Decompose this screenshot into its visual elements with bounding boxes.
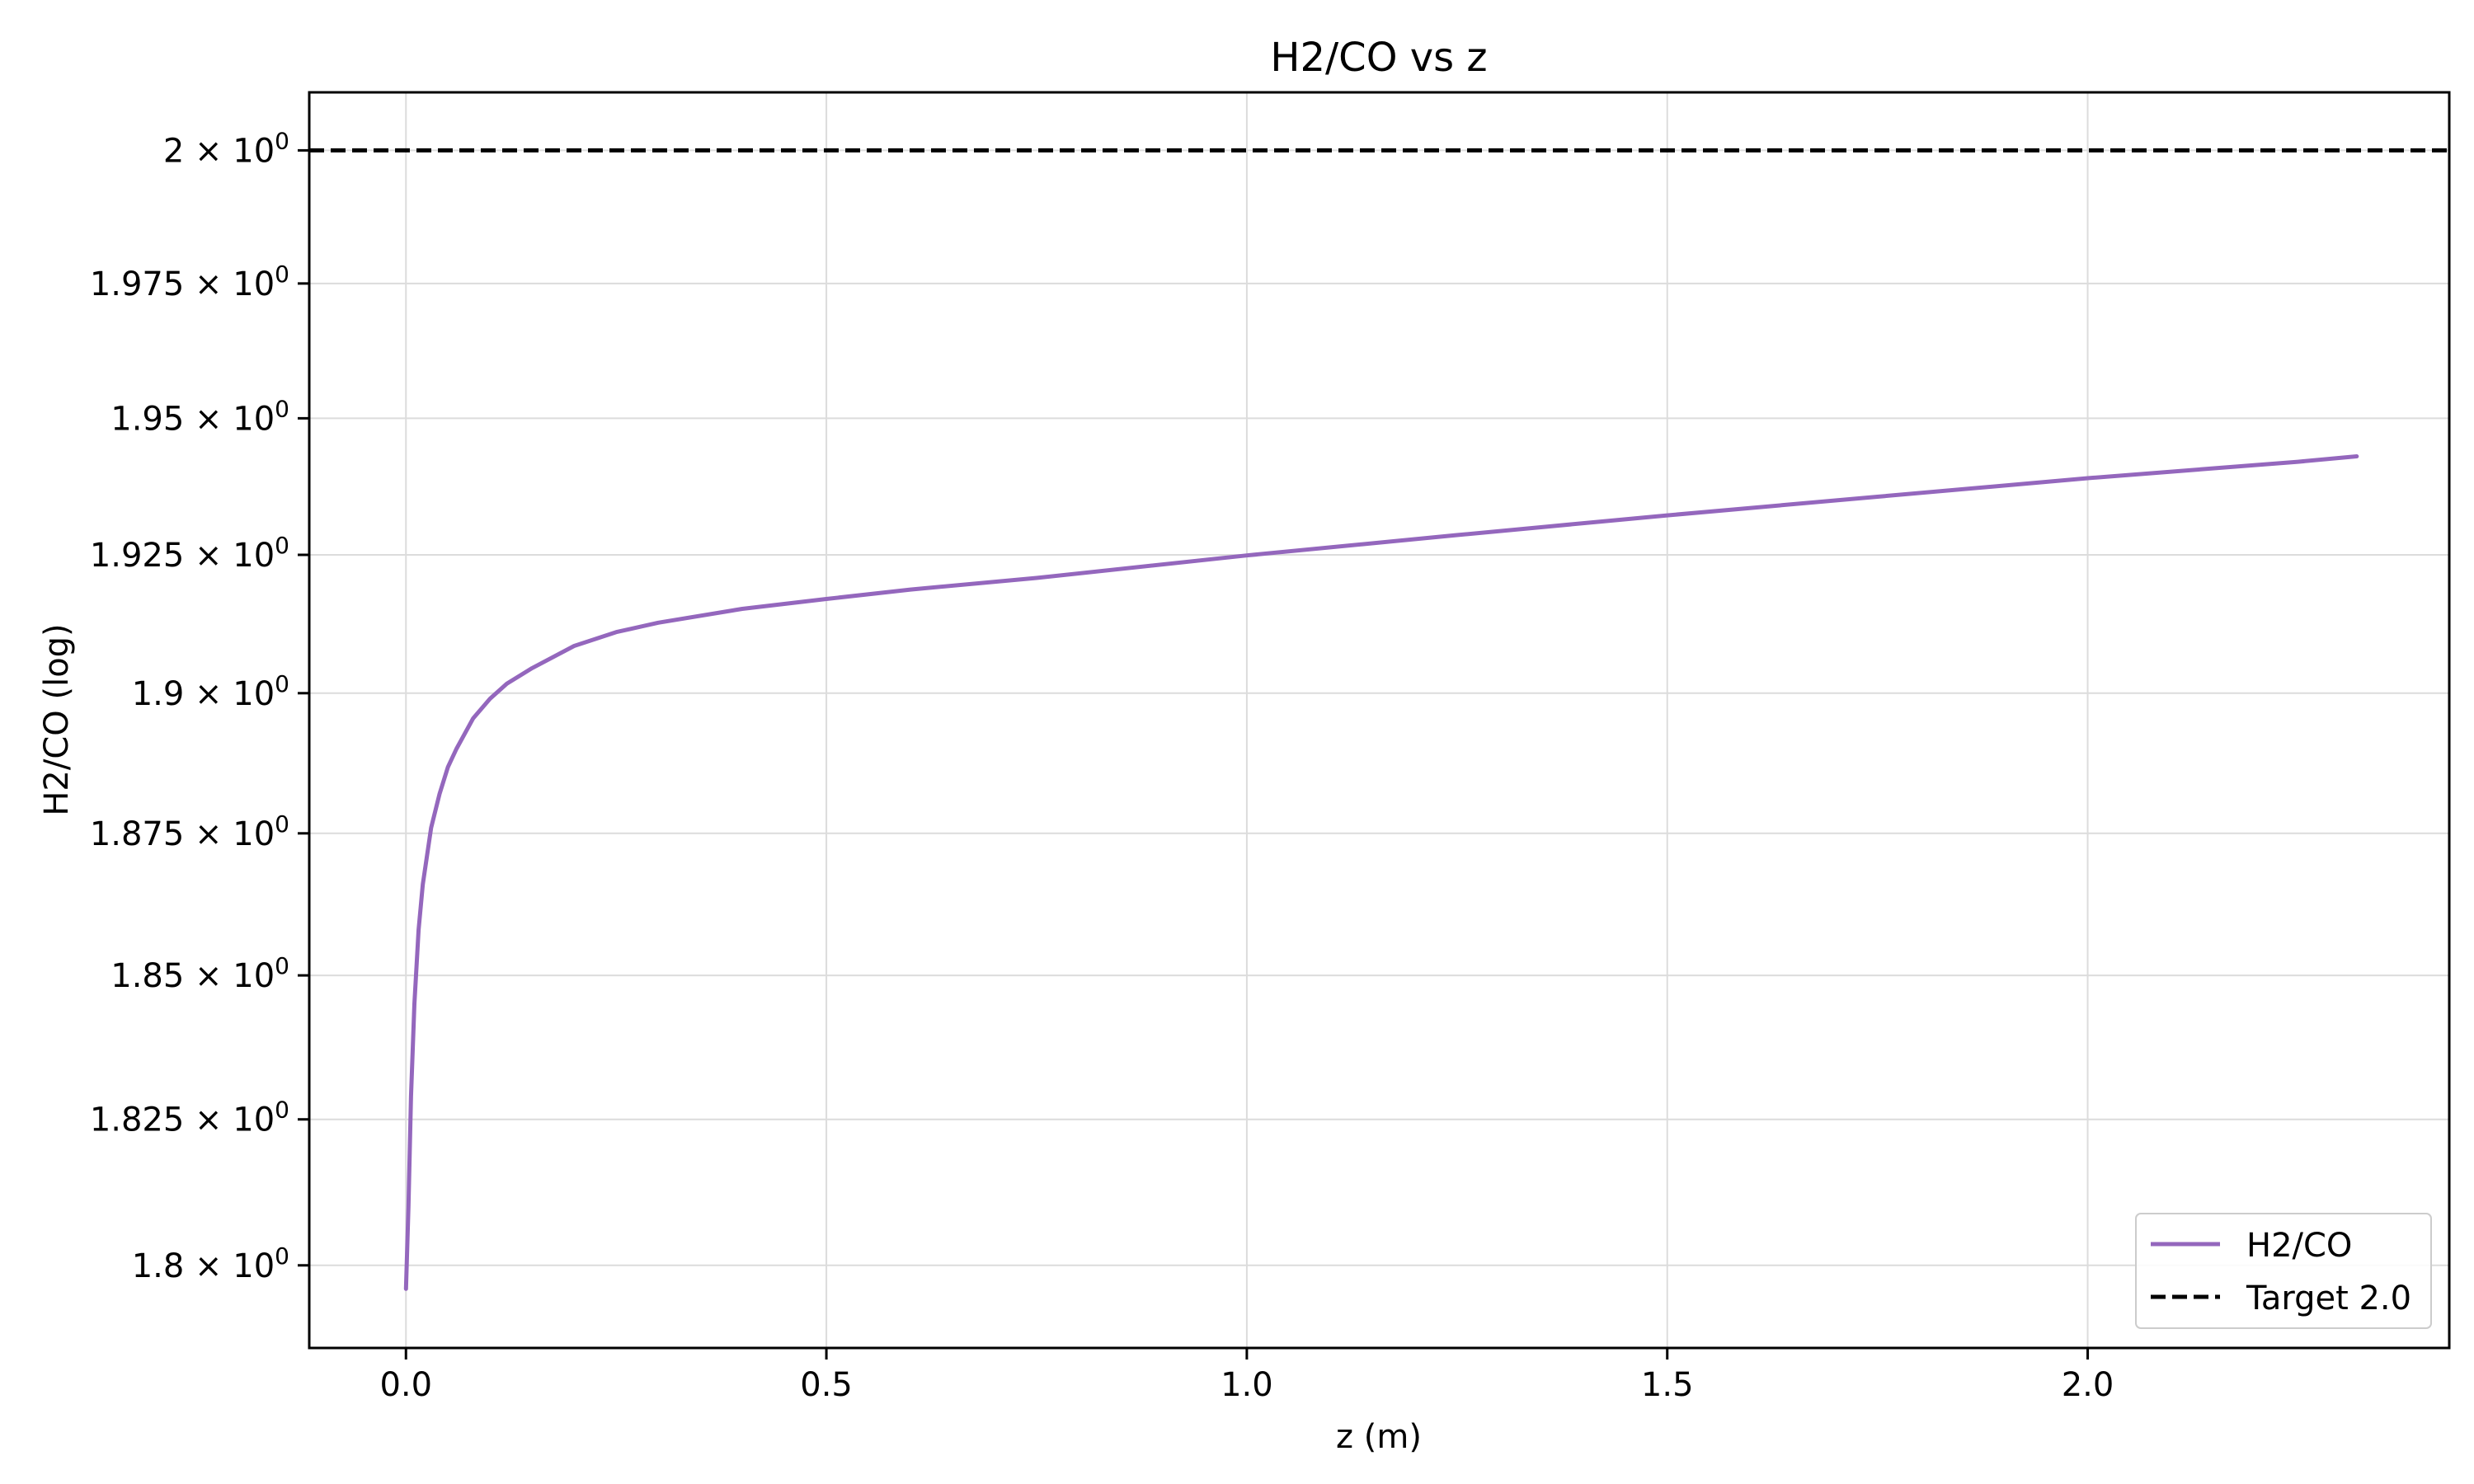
y-tick-mantissa: 1.975 × 10 — [90, 265, 275, 303]
y-tick-label: 1.85 × 100 — [111, 952, 289, 995]
y-tick-exponent: 0 — [275, 1242, 289, 1270]
y-tick-mantissa: 1.9 × 10 — [132, 675, 275, 713]
y-tick-label: 1.9 × 100 — [132, 670, 289, 713]
x-axis-label: z (m) — [1336, 1418, 1422, 1456]
y-tick-exponent: 0 — [275, 261, 289, 288]
plot-frame — [308, 91, 2451, 1350]
x-tick-label: 1.5 — [1641, 1366, 1694, 1404]
legend: H2/CO Target 2.0 — [2135, 1213, 2432, 1329]
y-tick-label: 1.8 × 100 — [132, 1242, 289, 1285]
y-tick-exponent: 0 — [275, 1097, 289, 1124]
y-tick-exponent: 0 — [275, 395, 289, 422]
y-tick-mantissa: 1.925 × 10 — [90, 537, 275, 575]
x-tick-label: 0.0 — [379, 1366, 432, 1404]
y-tick-exponent: 0 — [275, 810, 289, 838]
x-axis: 0.0 0.5 1.0 1.5 2.0 — [379, 1348, 2114, 1404]
y-tick-mantissa: 1.825 × 10 — [90, 1101, 275, 1139]
y-tick-mantissa: 1.85 × 10 — [111, 957, 275, 995]
chart-title: H2/CO vs z — [1270, 35, 1487, 81]
legend-label-h2co: H2/CO — [2246, 1227, 2352, 1265]
y-tick-label: 1.825 × 100 — [90, 1097, 289, 1139]
y-tick-exponent: 0 — [275, 127, 289, 154]
y-tick-mantissa: 1.875 × 10 — [90, 815, 275, 853]
y-tick-exponent: 0 — [275, 532, 289, 559]
y-tick-exponent: 0 — [275, 670, 289, 697]
y-tick-label: 1.975 × 100 — [90, 261, 289, 303]
y-tick-label: 1.95 × 100 — [111, 395, 289, 438]
series-layer — [309, 148, 2449, 1291]
x-tick-label: 0.5 — [800, 1366, 853, 1404]
x-tick-label: 1.0 — [1221, 1366, 1273, 1404]
x-tick-label: 2.0 — [2062, 1366, 2114, 1404]
y-tick-exponent: 0 — [275, 952, 289, 979]
y-tick-mantissa: 1.8 × 10 — [132, 1247, 275, 1285]
legend-label-target: Target 2.0 — [2246, 1280, 2411, 1317]
y-tick-mantissa: 2 × 10 — [163, 132, 275, 170]
y-tick-label: 2 × 100 — [163, 127, 289, 170]
y-axis-label: H2/CO (log) — [38, 623, 76, 815]
y-tick-mantissa: 1.95 × 10 — [111, 400, 275, 438]
y-tick-label: 1.875 × 100 — [90, 810, 289, 853]
series-h2co-line — [403, 454, 2359, 1291]
y-tick-label: 1.925 × 100 — [90, 532, 289, 575]
